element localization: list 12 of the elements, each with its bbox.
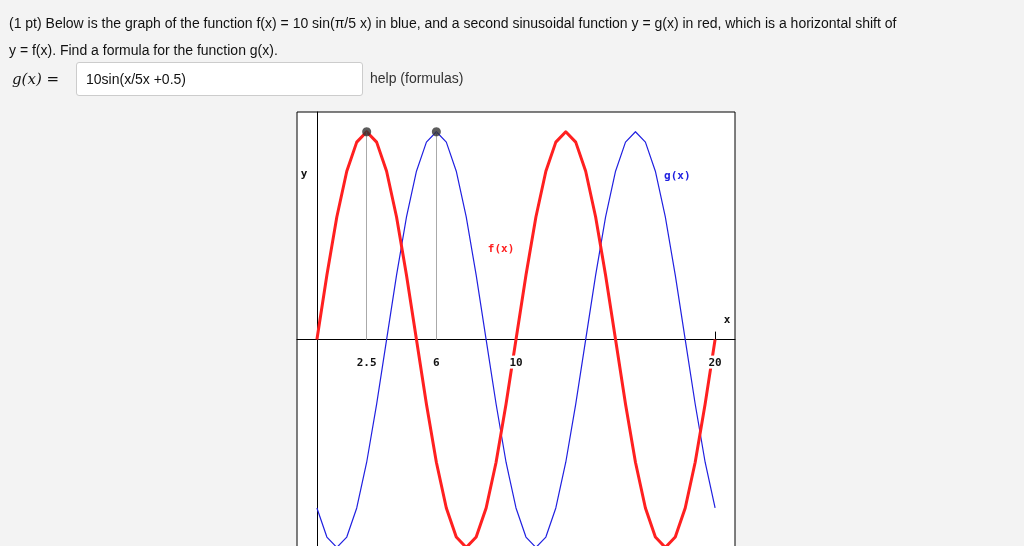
series-label: g(x)	[664, 168, 691, 182]
x-tick-label: 20	[708, 355, 722, 369]
x-tick-label: 6	[433, 355, 441, 369]
x-tick-label: 10	[509, 355, 523, 369]
text: help (formulas)	[370, 70, 464, 86]
y-axis-title: y	[300, 167, 308, 180]
x-tick-label: 2.5	[356, 355, 377, 369]
chart-title: (1 pt) Below is the graph of the function f(x) = 10 sin(π/5 x) in blue, and a second sinusoidal function y = g(x) in red, which is a horizontal shift of y = f(x). Find a formula for the function g(x).	[9, 14, 898, 60]
series-label: f(x)	[487, 241, 515, 255]
text-field: 10sin(x/5x +0.5)	[76, 62, 363, 96]
text: g(x) =	[12, 70, 60, 88]
x-axis-title: x	[723, 312, 731, 326]
